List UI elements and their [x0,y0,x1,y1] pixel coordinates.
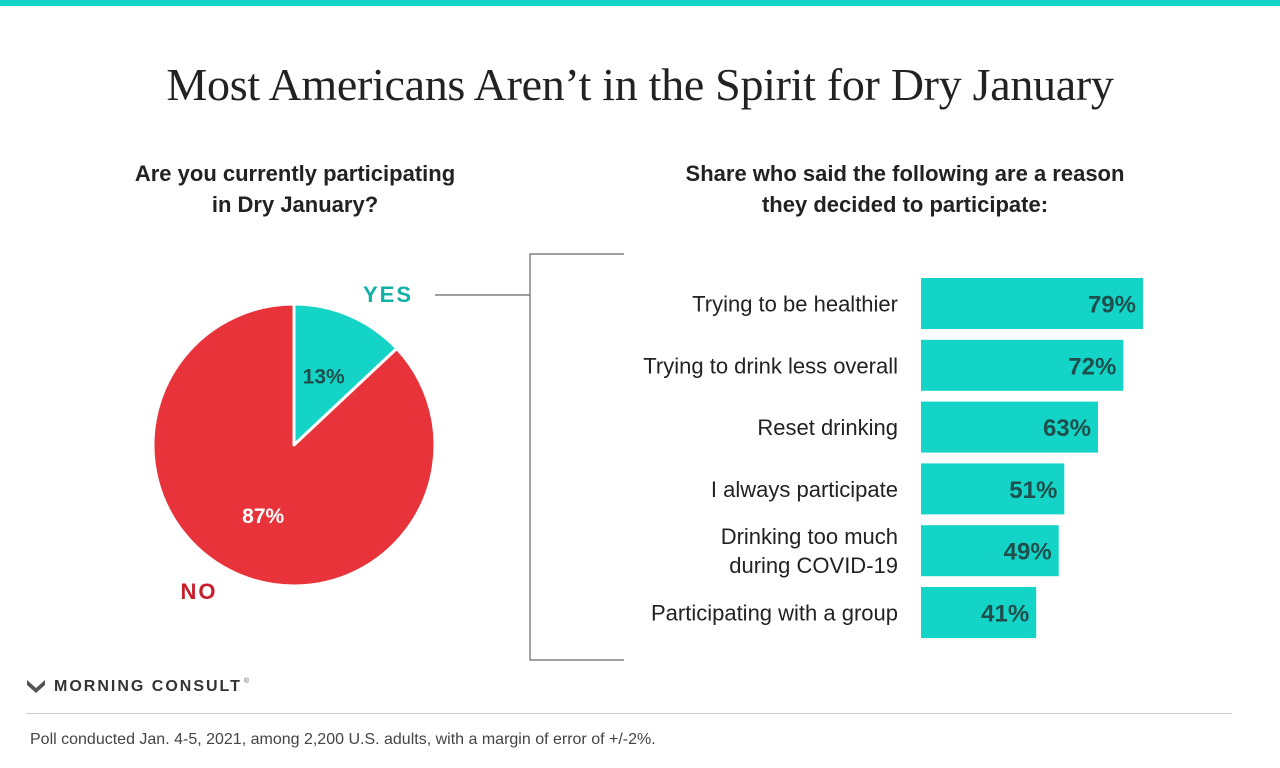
bar-category-label-1: Trying to drink less overall [643,353,898,378]
bar-5 [921,587,1037,638]
footer-divider [26,713,1232,714]
pie-chart-subtitle: Are you currently participating in Dry J… [80,158,510,220]
bar-category-label-0: Trying to be healthier [692,292,898,317]
pie-value-label-no: 87% [242,505,284,528]
page-title: Most Americans Aren’t in the Spirit for … [166,59,1114,110]
pie-category-label-yes: YES [363,282,413,307]
pie-value-label-yes: 13% [303,365,345,388]
bar-value-label-1: 72% [1068,353,1116,380]
bar-category-label-5: Participating with a group [651,601,898,626]
brand-logo: MORNING CONSULT ® [26,678,249,696]
bar-4 [921,525,1059,577]
brand-registered-mark: ® [243,678,250,685]
morning-consult-logo-icon [27,680,45,693]
bar-value-label-3: 51% [1009,477,1057,504]
bar-chart-subtitle: Share who said the following are a reaso… [640,158,1170,220]
bar-value-label-5: 41% [981,601,1029,628]
pie-subtitle-line-2: in Dry January? [211,192,379,217]
bar-0 [921,278,1143,329]
bar-value-label-4: 49% [1004,539,1052,566]
pie-slice-yes [292,302,399,447]
bar-3 [921,463,1065,515]
bar-1 [921,339,1124,391]
top-accent-bar [0,0,1280,6]
bar-category-label-4-line-1: Drinking too much [721,524,898,549]
bar-subtitle-line-2: they decided to participate: [761,192,1049,217]
bar-2 [921,401,1098,453]
bar-category-label-4-line-2: during COVID-19 [729,553,898,578]
brand-name: MORNING CONSULT [54,678,242,695]
bar-category-label-2: Reset drinking [757,415,898,440]
bar-subtitle-line-1: Share who said the following are a reaso… [685,161,1125,186]
bar-category-label-3: I always participate [711,477,898,502]
footnote: Poll conducted Jan. 4-5, 2021, among 2,2… [30,731,656,748]
pie-category-label-no: NO [181,579,218,604]
pie-subtitle-line-1: Are you currently participating [134,161,456,186]
bracket-line [529,253,624,661]
bar-value-label-0: 79% [1088,292,1136,319]
pie-slice-no [151,302,437,588]
bar-value-label-2: 63% [1043,415,1091,442]
